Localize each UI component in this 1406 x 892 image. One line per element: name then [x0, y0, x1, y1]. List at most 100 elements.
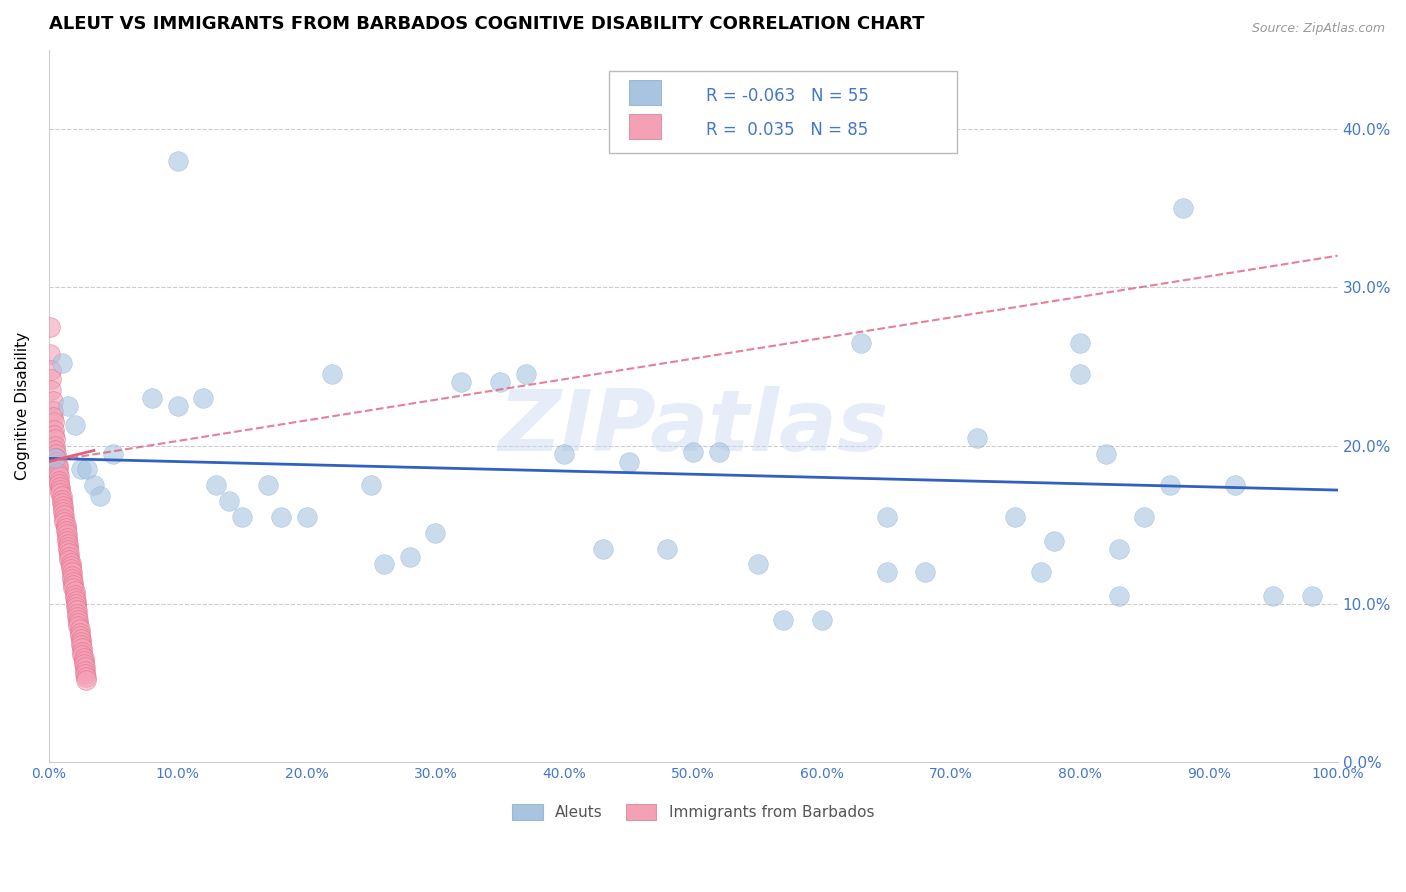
- FancyBboxPatch shape: [628, 114, 661, 139]
- Point: [73, 664, 96, 678]
- Point: [360, 478, 382, 492]
- Point: [72, 648, 94, 662]
- Point: [1004, 510, 1026, 524]
- Point: [205, 478, 228, 492]
- Point: [63, 584, 86, 599]
- Point: [398, 549, 420, 564]
- Point: [67, 613, 90, 627]
- Point: [48, 474, 70, 488]
- FancyBboxPatch shape: [628, 79, 661, 104]
- Point: [425, 525, 447, 540]
- Point: [44, 433, 66, 447]
- Point: [63, 418, 86, 433]
- Point: [1171, 201, 1194, 215]
- Point: [1108, 589, 1130, 603]
- Text: ALEUT VS IMMIGRANTS FROM BARBADOS COGNITIVE DISABILITY CORRELATION CHART: ALEUT VS IMMIGRANTS FROM BARBADOS COGNIT…: [49, 15, 924, 33]
- Point: [59, 556, 82, 570]
- Point: [67, 616, 90, 631]
- Point: [72, 644, 94, 658]
- Point: [55, 521, 77, 535]
- Point: [52, 499, 75, 513]
- Point: [59, 559, 82, 574]
- Point: [42, 427, 65, 442]
- Point: [41, 372, 63, 386]
- Legend: Aleuts, Immigrants from Barbados: Aleuts, Immigrants from Barbados: [506, 797, 880, 826]
- Text: R = -0.063   N = 55: R = -0.063 N = 55: [706, 87, 869, 105]
- Point: [67, 619, 90, 633]
- Text: ZIPatlas: ZIPatlas: [498, 386, 889, 469]
- Point: [39, 347, 62, 361]
- Point: [56, 399, 79, 413]
- Point: [39, 320, 62, 334]
- Point: [1069, 368, 1091, 382]
- Point: [56, 543, 79, 558]
- Point: [48, 476, 70, 491]
- Point: [592, 541, 614, 556]
- Point: [1094, 447, 1116, 461]
- Point: [1031, 566, 1053, 580]
- Text: Source: ZipAtlas.com: Source: ZipAtlas.com: [1251, 22, 1385, 36]
- Point: [876, 566, 898, 580]
- FancyBboxPatch shape: [609, 71, 957, 153]
- Point: [44, 451, 66, 466]
- Point: [682, 445, 704, 459]
- Point: [849, 335, 872, 350]
- Point: [70, 638, 93, 652]
- Point: [707, 445, 730, 459]
- Point: [41, 410, 63, 425]
- Point: [46, 461, 69, 475]
- Point: [45, 454, 67, 468]
- Point: [56, 533, 79, 548]
- Point: [51, 489, 73, 503]
- Point: [46, 466, 69, 480]
- Point: [69, 629, 91, 643]
- Point: [73, 660, 96, 674]
- Point: [193, 391, 215, 405]
- Point: [66, 609, 89, 624]
- Point: [53, 508, 76, 523]
- Point: [58, 549, 80, 564]
- Point: [52, 505, 75, 519]
- Point: [42, 423, 65, 437]
- Point: [49, 486, 72, 500]
- Point: [63, 591, 86, 605]
- Point: [42, 415, 65, 429]
- Point: [72, 657, 94, 672]
- Point: [966, 431, 988, 445]
- Point: [72, 654, 94, 668]
- Point: [747, 558, 769, 572]
- Point: [49, 480, 72, 494]
- Point: [553, 447, 575, 461]
- Point: [51, 496, 73, 510]
- Point: [450, 376, 472, 390]
- Point: [69, 623, 91, 637]
- Point: [1223, 478, 1246, 492]
- Point: [65, 594, 87, 608]
- Point: [515, 368, 537, 382]
- Point: [60, 568, 83, 582]
- Point: [56, 540, 79, 554]
- Point: [73, 666, 96, 681]
- Point: [75, 670, 97, 684]
- Point: [1108, 541, 1130, 556]
- Point: [72, 651, 94, 665]
- Point: [373, 558, 395, 572]
- Point: [811, 613, 834, 627]
- Point: [1301, 589, 1323, 603]
- Point: [489, 376, 512, 390]
- Point: [45, 447, 67, 461]
- Point: [45, 451, 67, 466]
- Point: [53, 511, 76, 525]
- Point: [72, 641, 94, 656]
- Point: [166, 153, 188, 168]
- Point: [44, 439, 66, 453]
- Point: [257, 478, 280, 492]
- Point: [103, 447, 125, 461]
- Point: [41, 384, 63, 398]
- Point: [58, 553, 80, 567]
- Point: [1159, 478, 1181, 492]
- Point: [617, 454, 640, 468]
- Point: [70, 462, 93, 476]
- Point: [48, 468, 70, 483]
- Point: [49, 483, 72, 497]
